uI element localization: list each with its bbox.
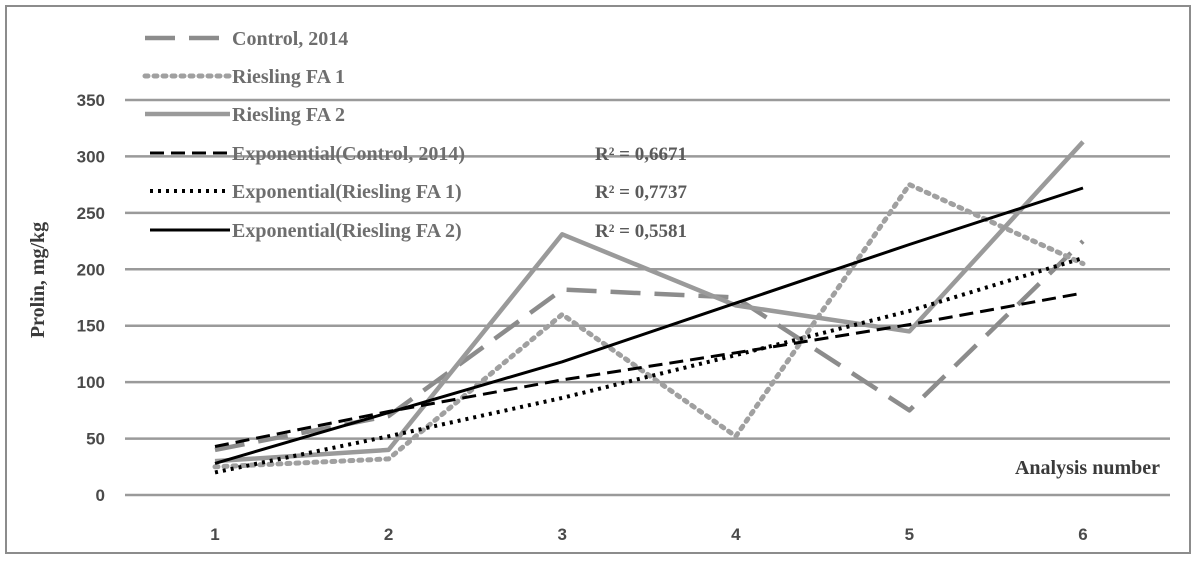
legend-label-6: Exponential(Riesling FA 2): [232, 220, 462, 242]
y-axis-title: Prolin, mg/kg: [27, 222, 49, 338]
r2-label-4: R² = 0,6671: [595, 144, 687, 165]
legend: Control, 2014 Riesling FA 1 Riesling FA 2 E…: [142, 28, 465, 242]
r-squared-labels: R² = 0,6671 R² = 0,7737 R² = 0,5581: [595, 144, 687, 242]
x-tick-label: 1: [210, 525, 219, 544]
r2-label-5: R² = 0,7737: [595, 182, 687, 203]
x-axis-ticks: 1 2 3 4 5 6: [210, 525, 1087, 544]
legend-label-3: Riesling FA 2: [232, 104, 345, 126]
legend-label-4: Exponential(Control, 2014): [232, 143, 465, 165]
series-line-1: [214, 239, 1085, 453]
y-tick-label: 250: [77, 204, 105, 223]
y-tick-label: 200: [77, 260, 105, 279]
legend-label-2: Riesling FA 1: [232, 66, 345, 88]
chart-frame: [5, 5, 1191, 554]
y-tick-label: 50: [86, 430, 105, 449]
x-tick-label: 2: [384, 525, 393, 544]
y-tick-label: 300: [77, 147, 105, 166]
y-tick-label: 350: [77, 91, 105, 110]
series-line-6: [214, 186, 1084, 465]
x-tick-label: 3: [557, 525, 566, 544]
series-line-2: [212, 182, 1086, 470]
x-tick-label: 4: [731, 525, 741, 544]
y-axis-ticks: 0 50 100 150 200 250 300 350: [77, 91, 105, 505]
r2-label-6: R² = 0,5581: [595, 221, 687, 242]
y-tick-label: 0: [96, 486, 105, 505]
y-tick-label: 150: [77, 317, 105, 336]
series-line-4: [214, 291, 1084, 448]
legend-label-5: Exponential(Riesling FA 1): [232, 181, 462, 203]
x-axis-title: Analysis number: [1015, 457, 1160, 479]
x-tick-label: 6: [1078, 525, 1087, 544]
series-line-3: [214, 140, 1085, 464]
x-tick-label: 5: [905, 525, 914, 544]
series-lines: [212, 140, 1086, 475]
y-tick-label: 100: [77, 373, 105, 392]
legend-label-1: Control, 2014: [232, 28, 348, 50]
